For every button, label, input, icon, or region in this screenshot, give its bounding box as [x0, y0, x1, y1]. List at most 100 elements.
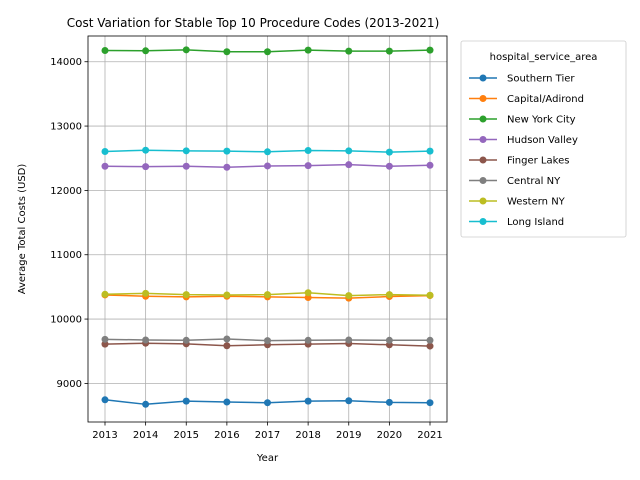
data-point: [345, 147, 353, 155]
legend-entry-label: Southern Tier: [507, 74, 575, 85]
data-point: [223, 335, 231, 343]
legend-entry-label: Capital/Adirond: [507, 94, 584, 105]
legend-entry-label: Finger Lakes: [507, 156, 569, 167]
data-point: [142, 146, 150, 154]
data-point: [264, 48, 271, 56]
data-point: [182, 147, 190, 155]
x-tick-label: 2020: [377, 430, 402, 441]
data-point: [264, 291, 271, 299]
legend: hospital_service_area Southern Tier Capit…: [460, 40, 627, 238]
data-point: [182, 336, 190, 344]
legend-entry-label: Western NY: [507, 197, 566, 208]
data-point: [426, 342, 434, 350]
x-tick-label: 2017: [255, 430, 280, 441]
data-point: [101, 46, 109, 54]
data-point: [264, 399, 271, 407]
x-tick-label: 2013: [92, 430, 117, 441]
y-axis-label: Average Total Costs (USD): [17, 164, 28, 295]
data-point: [345, 47, 353, 55]
legend-entry-label: Central NY: [507, 176, 561, 187]
data-point: [345, 336, 353, 344]
x-axis: 2013 2014 2015 2016 2017 2018 2019 2020 2021: [92, 422, 443, 441]
x-tick-label: 2014: [133, 430, 158, 441]
y-tick-label: 9000: [57, 379, 82, 390]
x-tick-label: 2015: [174, 430, 199, 441]
chart-title: Cost Variation for Stable Top 10 Procedu…: [67, 16, 440, 30]
data-point: [304, 294, 312, 302]
y-tick-label: 13000: [50, 122, 82, 133]
y-tick-label: 11000: [50, 250, 82, 261]
data-point: [223, 342, 231, 350]
legend-title: hospital_service_area: [490, 52, 598, 63]
x-tick-label: 2016: [214, 430, 239, 441]
y-tick-label: 10000: [50, 315, 82, 326]
data-point: [426, 336, 434, 344]
data-point: [385, 336, 393, 344]
data-point: [142, 47, 150, 55]
data-point: [101, 340, 109, 348]
data-point: [101, 162, 109, 170]
data-point: [264, 337, 271, 345]
data-point: [182, 397, 190, 405]
data-point: [385, 162, 393, 170]
legend-entry-label: Long Island: [507, 217, 564, 228]
legend-swatch-marker: [479, 95, 487, 102]
data-point: [142, 289, 150, 297]
data-point: [223, 398, 231, 406]
x-tick-label: 2018: [295, 430, 320, 441]
data-point: [385, 291, 393, 299]
data-point: [426, 161, 434, 169]
legend-swatch-marker: [479, 177, 487, 184]
data-point: [385, 398, 393, 406]
legend-box: [460, 40, 627, 238]
legend-entry-label: New York City: [507, 115, 576, 126]
x-axis-label: Year: [256, 453, 279, 464]
data-point: [223, 291, 231, 299]
legend-swatch-marker: [479, 136, 487, 143]
data-point: [223, 147, 231, 155]
legend-swatch-marker: [479, 218, 487, 225]
series-layer: [101, 46, 434, 408]
legend-swatch-marker: [479, 115, 487, 123]
data-point: [426, 147, 434, 155]
y-tick-label: 12000: [50, 186, 82, 197]
data-point: [264, 148, 271, 156]
y-axis: 9000 10000 11000 12000 13000 14000: [50, 57, 88, 390]
x-tick-label: 2019: [336, 430, 361, 441]
grid-lines: [88, 36, 447, 422]
data-point: [142, 336, 150, 344]
data-point: [304, 147, 312, 155]
data-point: [182, 291, 190, 299]
data-point: [345, 292, 353, 300]
data-point: [426, 46, 434, 54]
data-point: [223, 48, 231, 56]
data-point: [101, 335, 109, 343]
legend-swatch-marker: [479, 156, 487, 164]
legend-swatch-marker: [479, 197, 487, 205]
data-point: [223, 163, 231, 171]
data-point: [304, 336, 312, 344]
x-tick-label: 2021: [417, 430, 442, 441]
y-tick-label: 14000: [50, 57, 82, 68]
data-point: [101, 147, 109, 155]
legend-entry-label: Hudson Valley: [507, 135, 578, 146]
data-point: [142, 163, 150, 171]
data-point: [101, 396, 109, 404]
data-point: [345, 161, 353, 169]
data-point: [345, 397, 353, 405]
data-point: [264, 162, 271, 170]
data-point: [304, 397, 312, 405]
legend-swatch-marker: [479, 74, 487, 82]
data-point: [385, 148, 393, 156]
data-point: [385, 47, 393, 55]
data-point: [182, 162, 190, 170]
data-point: [426, 399, 434, 407]
data-point: [101, 290, 109, 298]
data-point: [426, 291, 434, 299]
data-point: [304, 162, 312, 170]
data-point: [304, 46, 312, 54]
data-point: [182, 46, 190, 54]
data-point: [304, 289, 312, 297]
data-point: [142, 400, 150, 408]
